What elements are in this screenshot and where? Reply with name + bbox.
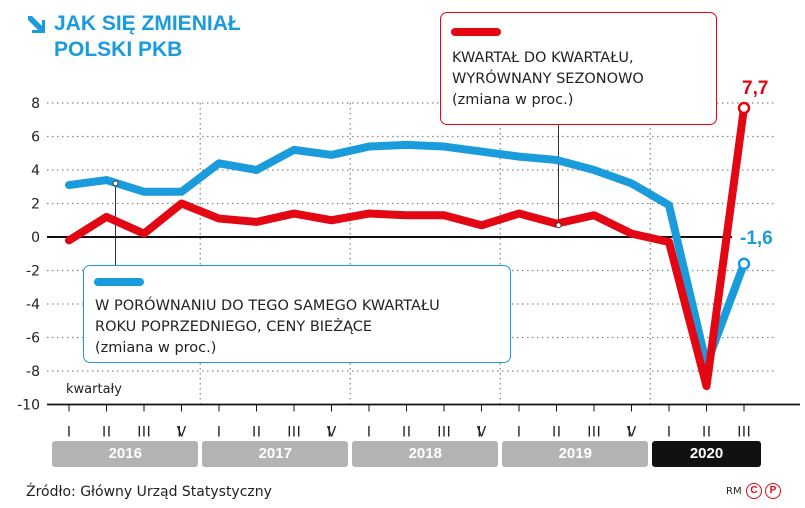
x-tick-label: IV (327, 425, 337, 441)
x-tick-label: II (252, 425, 261, 441)
logo-c-icon: C (746, 483, 762, 499)
year-label-2019: 2019 (502, 441, 649, 467)
x-tick-label: III (137, 425, 151, 441)
legend-blue-line-2: ROKU POPRZEDNIEGO, CENY BIEŻĄCE (95, 319, 373, 335)
x-tick-label: IV (177, 425, 187, 441)
end-value-label: -1,6 (740, 228, 773, 249)
year-label-2018: 2018 (352, 441, 499, 467)
y-tick-label: 6 (31, 130, 40, 146)
title-line-2: POLSKI PKB (54, 38, 183, 61)
x-tick-label: IV (627, 425, 637, 441)
x-tick-label: I (517, 425, 521, 441)
legend-blue-swatch (94, 278, 144, 286)
x-tick-label: III (437, 425, 451, 441)
y-tick-label: -6 (26, 331, 40, 347)
year-label-2016: 2016 (52, 441, 199, 467)
x-tick-label: II (102, 425, 111, 441)
y-tick-label: -4 (26, 297, 40, 313)
x-tick-label: III (737, 425, 751, 441)
arrow-down-right-icon (28, 16, 45, 33)
x-tick-label: II (702, 425, 711, 441)
y-tick-label: 4 (31, 163, 40, 179)
x-tick-label: I (367, 425, 371, 441)
end-marker (737, 257, 751, 271)
legend-blue-box: W PORÓWNANIU DO TEGO SAMEGO KWARTAŁU ROK… (83, 265, 511, 363)
legend-blue-line-3: (zmiana w proc.) (95, 340, 217, 356)
x-tick-label: I (67, 425, 71, 441)
x-tick-label: III (587, 425, 601, 441)
y-tick-label: 8 (31, 96, 40, 112)
legend-red-line-3: (zmiana w proc.) (452, 92, 574, 108)
connector-dot (555, 222, 562, 229)
end-value-label: 7,7 (742, 78, 768, 99)
source-note: Źródło: Główny Urząd Statystyczny (26, 484, 272, 500)
year-label-2017: 2017 (202, 441, 349, 467)
x-tick-label: II (552, 425, 561, 441)
legend-blue-line-1: W PORÓWNANIU DO TEGO SAMEGO KWARTAŁU (95, 298, 440, 314)
x-tick-label: III (287, 425, 301, 441)
legend-red-box: KWARTAŁ DO KWARTAŁU, WYRÓWNANY SEZONOWO … (440, 12, 717, 125)
x-tick-label: II (402, 425, 411, 441)
y-tick-label: -8 (26, 364, 40, 380)
legend-red-line-1: KWARTAŁ DO KWARTAŁU, (452, 50, 634, 66)
y-tick-label: -10 (17, 398, 40, 414)
y-tick-label: 2 (31, 197, 40, 213)
year-label-2020: 2020 (652, 441, 761, 467)
title-line-1: JAK SIĘ ZMIENIAŁ (54, 12, 241, 35)
legend-red-line-2: WYRÓWNANY SEZONOWO (452, 71, 644, 87)
connector-dot (112, 180, 119, 187)
logo-p-icon: P (765, 483, 781, 499)
y-tick-label: -2 (26, 264, 40, 280)
x-tick-label: I (667, 425, 671, 441)
legend-red-swatch (451, 28, 501, 36)
author-credit: RM (726, 486, 742, 497)
x-axis-label: kwartały (66, 382, 122, 397)
y-tick-label: 0 (31, 230, 40, 246)
x-tick-label: I (217, 425, 221, 441)
end-marker (737, 101, 751, 115)
x-tick-label: IV (477, 425, 487, 441)
